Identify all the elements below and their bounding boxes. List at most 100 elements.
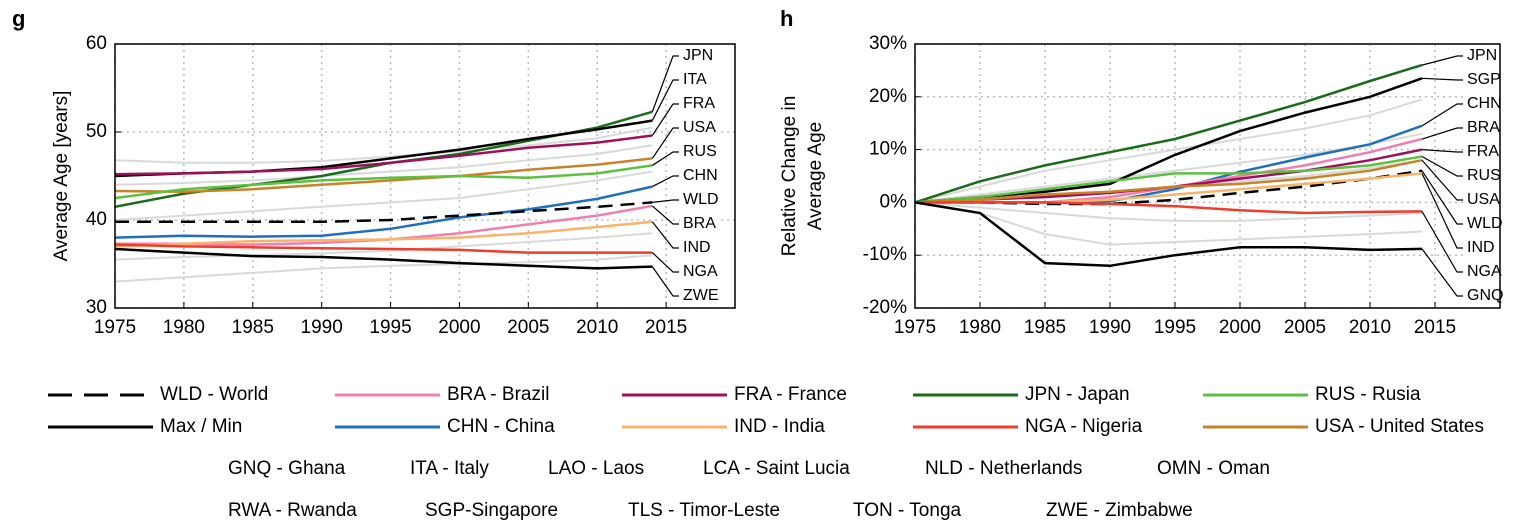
series-line [114, 134, 653, 176]
series-end-label: FRA [683, 95, 715, 112]
x-tick-label: 1985 [232, 317, 274, 338]
series-end-label: JPN [1467, 47, 1497, 64]
abbreviation: GNQ - Ghana [228, 458, 346, 479]
x-tick-label: 2005 [1284, 317, 1326, 338]
x-tick-label: 1975 [94, 317, 136, 338]
leader-line [1421, 159, 1463, 201]
abbreviation: TON - Tonga [853, 500, 962, 521]
series-end-label: BRA [1467, 119, 1500, 136]
background-line [914, 98, 1423, 204]
background-line [114, 170, 653, 221]
series-line [915, 201, 1423, 215]
series-end-label: CHN [1467, 95, 1502, 112]
series-end-label: CHN [683, 167, 718, 184]
abbreviation: LAO - Laos [548, 458, 644, 479]
series-end-label: FRA [1467, 143, 1499, 160]
leader-line [651, 205, 679, 225]
abbreviation: NLD - Netherlands [925, 458, 1082, 479]
leader-line [652, 151, 679, 166]
abbreviation: ZWE - Zimbabwe [1046, 500, 1193, 521]
legend-label: JPN - Japan [1025, 384, 1130, 405]
legend-label: FRA - France [734, 384, 847, 405]
label-bg [680, 214, 720, 234]
x-tick-label: 2010 [1349, 317, 1391, 338]
series-line [114, 185, 653, 239]
label-bg [1464, 190, 1504, 210]
series-end-label: BRA [683, 215, 716, 232]
x-tick-label: 1985 [1024, 317, 1066, 338]
background-line [114, 144, 653, 186]
x-tick-label: 2015 [1414, 317, 1456, 338]
x-tick-label: 2000 [1219, 317, 1261, 338]
label-bg [1464, 46, 1504, 66]
y-tick-label: -10% [863, 244, 907, 265]
x-tick-label: 2005 [507, 317, 549, 338]
series-line [914, 63, 1423, 204]
y-tick-label: 20% [869, 86, 907, 107]
label-bg [680, 238, 720, 258]
y-tick-label: 50 [86, 121, 107, 142]
x-tick-label: 1990 [301, 317, 343, 338]
leader-line [1421, 55, 1463, 66]
label-bg [680, 70, 720, 90]
x-tick-label: 2010 [576, 317, 618, 338]
series-line [114, 157, 653, 194]
series-end-label: SGP [1467, 71, 1501, 88]
series-line [115, 201, 653, 224]
abbreviation: TLS - Timor-Leste [628, 500, 780, 521]
series-end-label: WLD [1467, 215, 1503, 232]
legend-label: USA - United States [1315, 416, 1484, 437]
series-end-label: NGA [1467, 263, 1502, 280]
y-tick-label: 30% [869, 33, 907, 54]
label-bg [1464, 238, 1504, 258]
abbreviation: OMN - Oman [1157, 458, 1270, 479]
label-bg [1464, 166, 1504, 186]
panel-label: g [12, 6, 25, 31]
background-line [114, 126, 653, 164]
abbreviation: LCA - Saint Lucia [703, 458, 850, 479]
abbreviation: SGP-Singapore [425, 500, 558, 521]
legend-label: RUS - Rusia [1315, 384, 1421, 405]
series-end-label: WLD [683, 191, 719, 208]
y-axis-label: Average Age [years] [51, 91, 72, 262]
leader-line [651, 79, 679, 121]
leader-line [1421, 155, 1463, 177]
leader-line [1421, 149, 1463, 153]
series-line [114, 243, 653, 254]
legend-label: CHN - China [447, 416, 555, 437]
x-tick-label: 2015 [645, 317, 687, 338]
leader-line [1421, 211, 1463, 273]
leader-line [1421, 77, 1463, 81]
x-tick-label: 1980 [959, 317, 1001, 338]
label-bg [1464, 118, 1504, 138]
x-tick-label: 2000 [438, 317, 480, 338]
leader-line [651, 55, 679, 112]
series-end-label: JPN [683, 47, 713, 64]
label-bg [680, 190, 720, 210]
leader-line [651, 221, 679, 249]
y-tick-label: -20% [863, 297, 907, 318]
series-line [114, 164, 653, 200]
x-tick-label: 1990 [1089, 317, 1131, 338]
leader-line [651, 103, 679, 136]
leader-line [1421, 248, 1463, 297]
label-bg [1464, 214, 1504, 234]
leader-line [651, 266, 679, 297]
background-line [914, 201, 1423, 222]
series-line [914, 201, 1423, 268]
label-bg [1464, 286, 1504, 306]
y-axis-label: Average Age [805, 122, 826, 230]
label-bg [1464, 262, 1504, 282]
leader-line [651, 252, 679, 273]
leader-line [652, 175, 679, 188]
legend-label: BRA - Brazil [447, 384, 549, 405]
series-line [914, 155, 1423, 204]
y-tick-label: 30 [86, 297, 107, 318]
background-line [114, 254, 653, 283]
series-end-label: GNQ [1467, 287, 1503, 304]
label-bg [680, 118, 720, 138]
legend-label: NGA - Nigeria [1025, 416, 1143, 437]
series-line [914, 158, 1423, 204]
series-end-label: RUS [1467, 167, 1501, 184]
